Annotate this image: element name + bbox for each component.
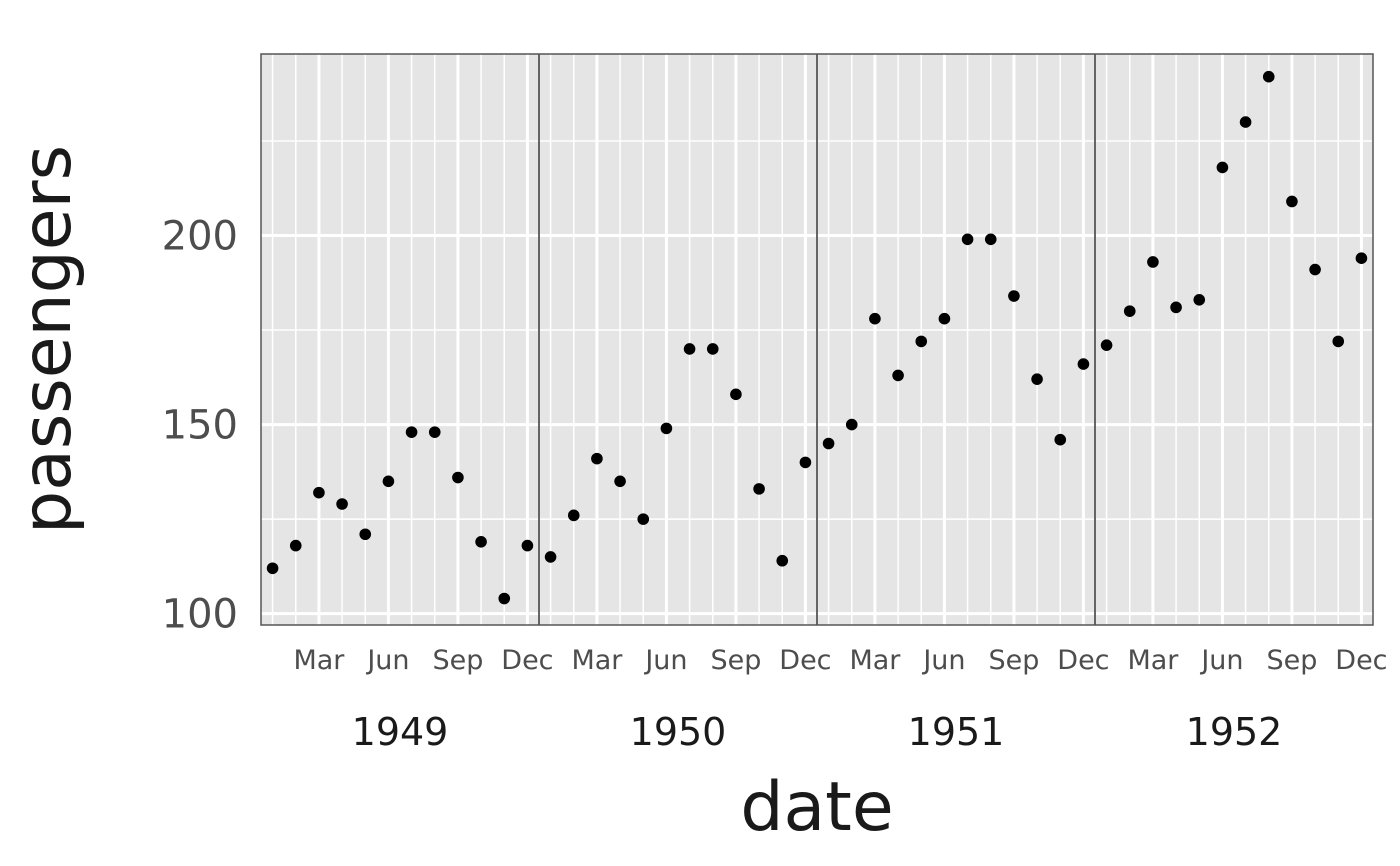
data-point: [521, 539, 534, 552]
data-point: [1332, 335, 1345, 348]
x-tick-label: Dec: [1057, 645, 1109, 676]
data-point: [683, 343, 696, 355]
y-tick-label: 200: [162, 214, 238, 260]
x-tick-label: Dec: [779, 645, 831, 676]
data-point: [591, 452, 603, 465]
data-point: [660, 422, 673, 435]
data-point: [567, 509, 580, 522]
data-point: [799, 456, 812, 469]
data-point: [776, 554, 789, 567]
y-tick-label: 100: [162, 592, 238, 638]
y-axis-title: passengers: [8, 145, 87, 534]
data-point: [637, 513, 650, 525]
data-point: [1286, 195, 1298, 208]
data-point: [892, 369, 904, 382]
year-label: 1952: [1186, 710, 1283, 754]
x-tick-label: Mar: [571, 645, 623, 676]
x-tick-label: Mar: [849, 645, 901, 676]
data-point: [1008, 290, 1020, 302]
plot-panel-border: [260, 53, 1374, 626]
major-grid: [261, 54, 1373, 625]
data-point: [1355, 252, 1368, 264]
x-tick-label: Mar: [293, 645, 345, 676]
x-tick-label: Sep: [432, 645, 483, 676]
data-point: [1239, 116, 1252, 128]
data-point: [1031, 373, 1043, 386]
year-label: 1950: [630, 710, 727, 754]
data-point: [382, 475, 395, 488]
year-label: 1951: [908, 710, 1005, 754]
data-point: [1147, 256, 1159, 268]
data-point: [753, 483, 765, 495]
data-point: [359, 528, 372, 541]
minor-grid: [261, 54, 1373, 625]
data-point: [405, 426, 418, 438]
x-tick-label: Dec: [1335, 645, 1387, 676]
year-label: 1949: [352, 710, 449, 754]
data-point: [1100, 339, 1113, 351]
data-point: [336, 498, 348, 510]
data-point: [869, 312, 881, 325]
data-point: [915, 335, 928, 348]
data-point: [706, 343, 719, 355]
x-tick-label: Sep: [1266, 645, 1317, 676]
data-point: [498, 592, 511, 605]
x-year-labels: 1949 1950 1951 1952: [352, 710, 1283, 754]
data-point: [730, 388, 742, 401]
data-point: [984, 233, 997, 246]
data-point: [1193, 293, 1206, 306]
data-point: [544, 551, 557, 563]
year-separators: [538, 54, 1096, 625]
data-point: [1170, 301, 1182, 314]
data-point: [1054, 433, 1067, 446]
data-point: [266, 562, 279, 575]
data-point: [938, 312, 951, 325]
x-tick-label: Jun: [643, 645, 687, 676]
data-point: [1123, 305, 1136, 317]
data-point: [289, 539, 302, 552]
data-point: [1309, 263, 1321, 276]
data-point: [614, 475, 626, 488]
x-tick-label: Sep: [710, 645, 761, 676]
y-tick-labels: 100 150 200: [162, 214, 238, 638]
data-point: [845, 418, 858, 431]
data-point: [1077, 358, 1090, 370]
x-tick-label: Mar: [1127, 645, 1179, 676]
data-point: [428, 426, 441, 438]
data-point: [475, 536, 487, 548]
data-point: [1262, 70, 1275, 83]
x-tick-label: Jun: [921, 645, 965, 676]
data-point: [452, 471, 464, 484]
data-point: [313, 486, 325, 499]
x-axis-title: date: [740, 768, 893, 847]
x-tick-label: Sep: [988, 645, 1039, 676]
data-point: [1216, 161, 1229, 174]
x-month-tick-labels: Mar Jun Sep Dec Mar Jun Sep Dec Mar Jun Sep Dec Mar J…: [293, 645, 1387, 676]
data-point: [822, 437, 835, 450]
x-tick-label: Jun: [1199, 645, 1243, 676]
x-tick-label: Dec: [501, 645, 553, 676]
data-points: [266, 70, 1368, 605]
x-tick-label: Jun: [365, 645, 409, 676]
y-tick-label: 150: [162, 403, 238, 449]
data-point: [961, 233, 974, 246]
